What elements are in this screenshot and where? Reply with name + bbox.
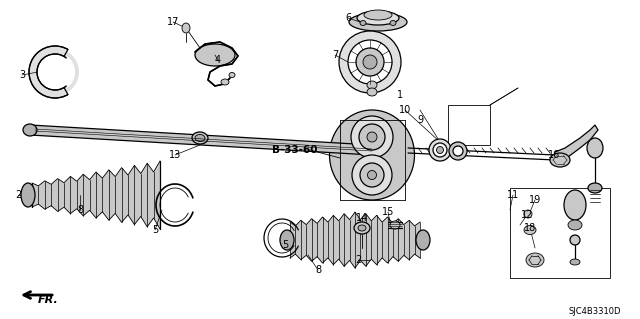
Ellipse shape	[568, 220, 582, 230]
Ellipse shape	[526, 253, 544, 267]
Ellipse shape	[524, 210, 532, 218]
Text: 17: 17	[167, 17, 179, 27]
Ellipse shape	[221, 79, 229, 85]
Ellipse shape	[436, 146, 444, 153]
Ellipse shape	[356, 48, 384, 76]
Ellipse shape	[195, 135, 205, 142]
Polygon shape	[290, 212, 420, 268]
Text: 14: 14	[356, 213, 368, 223]
Text: 5: 5	[282, 240, 288, 250]
Ellipse shape	[416, 230, 430, 250]
Ellipse shape	[348, 40, 392, 84]
Ellipse shape	[357, 11, 399, 25]
Text: 7: 7	[332, 50, 338, 60]
Ellipse shape	[453, 146, 463, 156]
Text: FR.: FR.	[38, 295, 58, 305]
Text: 1: 1	[397, 90, 403, 100]
Ellipse shape	[367, 132, 377, 142]
Text: 19: 19	[529, 195, 541, 205]
Text: 15: 15	[382, 207, 394, 217]
Bar	[510, 188, 610, 278]
Ellipse shape	[449, 142, 467, 160]
Ellipse shape	[524, 226, 536, 234]
Ellipse shape	[390, 221, 400, 229]
Ellipse shape	[339, 31, 401, 93]
Ellipse shape	[587, 138, 603, 158]
Ellipse shape	[550, 153, 570, 167]
Ellipse shape	[354, 222, 370, 234]
Ellipse shape	[229, 72, 235, 78]
Text: 13: 13	[169, 150, 181, 160]
Ellipse shape	[363, 55, 377, 69]
Text: 10: 10	[399, 105, 411, 115]
Ellipse shape	[429, 139, 451, 161]
Ellipse shape	[360, 163, 384, 187]
Polygon shape	[32, 161, 160, 229]
Ellipse shape	[360, 20, 366, 26]
Polygon shape	[555, 125, 598, 160]
Text: 3: 3	[19, 70, 25, 80]
Ellipse shape	[195, 44, 235, 66]
Ellipse shape	[570, 259, 580, 265]
Ellipse shape	[352, 155, 392, 195]
Text: 5: 5	[152, 225, 158, 235]
Text: 11: 11	[507, 190, 519, 200]
Text: 8: 8	[315, 265, 321, 275]
Text: 2: 2	[15, 190, 21, 200]
Ellipse shape	[351, 116, 393, 158]
Ellipse shape	[570, 235, 580, 245]
Ellipse shape	[390, 20, 396, 26]
Text: 16: 16	[548, 150, 560, 160]
Text: 2: 2	[355, 255, 361, 265]
Text: 18: 18	[524, 223, 536, 233]
Ellipse shape	[564, 190, 586, 220]
Text: 4: 4	[215, 55, 221, 65]
Ellipse shape	[433, 143, 447, 157]
Text: 6: 6	[345, 13, 351, 23]
Text: 8: 8	[77, 205, 83, 215]
Ellipse shape	[21, 183, 35, 207]
Ellipse shape	[367, 81, 377, 89]
Ellipse shape	[37, 54, 73, 90]
Ellipse shape	[367, 170, 376, 180]
Polygon shape	[29, 125, 372, 155]
Ellipse shape	[192, 132, 208, 144]
Ellipse shape	[280, 230, 294, 250]
Text: B-33-60: B-33-60	[272, 145, 317, 155]
Ellipse shape	[588, 183, 602, 193]
Ellipse shape	[330, 110, 415, 200]
Ellipse shape	[23, 124, 37, 136]
Ellipse shape	[349, 13, 407, 31]
Text: 9: 9	[417, 115, 423, 125]
Text: 12: 12	[521, 210, 533, 220]
Ellipse shape	[367, 88, 377, 96]
Ellipse shape	[364, 10, 392, 20]
Ellipse shape	[358, 225, 366, 231]
Ellipse shape	[359, 124, 385, 150]
Ellipse shape	[182, 23, 190, 33]
Ellipse shape	[29, 46, 81, 98]
Text: SJC4B3310D: SJC4B3310D	[569, 308, 621, 316]
